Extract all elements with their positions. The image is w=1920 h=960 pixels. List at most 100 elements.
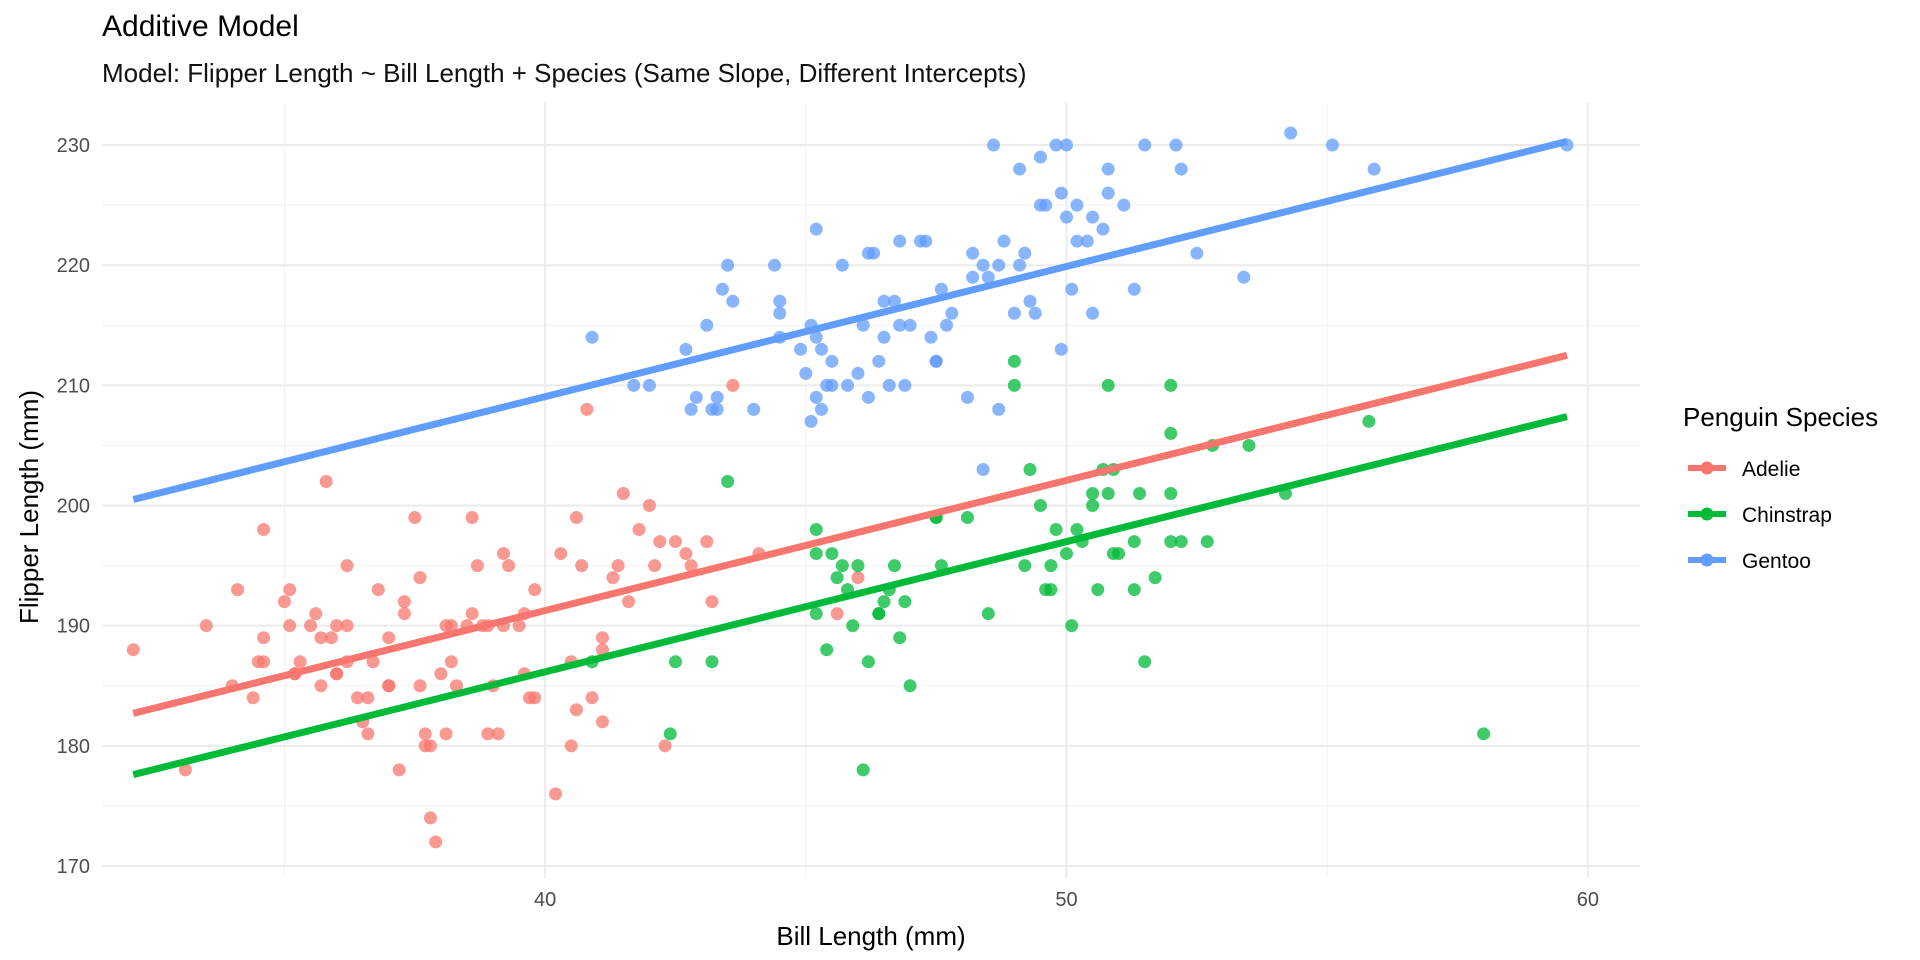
- data-point-chinstrap: [1033, 499, 1047, 513]
- data-point-gentoo: [940, 318, 954, 332]
- data-point-adelie: [596, 631, 610, 645]
- data-point-adelie: [668, 535, 682, 549]
- y-tick-label: 170: [57, 856, 90, 878]
- data-point-adelie: [257, 655, 271, 669]
- data-point-chinstrap: [1148, 571, 1162, 585]
- data-point-chinstrap: [960, 511, 974, 525]
- data-point-gentoo: [851, 366, 865, 380]
- data-point-gentoo: [934, 282, 948, 296]
- data-point-chinstrap: [1065, 619, 1079, 633]
- data-point-adelie: [512, 619, 526, 633]
- data-point-gentoo: [960, 390, 974, 404]
- data-point-chinstrap: [1164, 378, 1178, 392]
- data-point-adelie: [199, 619, 213, 633]
- data-point-chinstrap: [1091, 583, 1105, 597]
- data-point-chinstrap: [1477, 727, 1491, 741]
- fit-line-chinstrap: [132, 413, 1568, 779]
- data-point-gentoo: [768, 258, 782, 272]
- data-point-gentoo: [700, 318, 714, 332]
- data-point-adelie: [658, 739, 672, 753]
- data-point-gentoo: [976, 462, 990, 476]
- data-point-gentoo: [1013, 258, 1027, 272]
- data-point-chinstrap: [809, 547, 823, 561]
- data-point-chinstrap: [1101, 487, 1115, 501]
- data-point-adelie: [361, 727, 375, 741]
- data-point-adelie: [126, 643, 140, 657]
- data-point-gentoo: [1013, 162, 1027, 176]
- data-point-gentoo: [642, 378, 656, 392]
- data-point-adelie: [679, 547, 693, 561]
- data-point-gentoo: [1060, 138, 1074, 152]
- data-point-chinstrap: [1132, 487, 1146, 501]
- data-point-gentoo: [1325, 138, 1339, 152]
- fit-line-gentoo: [132, 138, 1568, 503]
- data-point-gentoo: [1018, 246, 1032, 260]
- data-point-gentoo: [1070, 234, 1084, 248]
- data-point-gentoo: [981, 270, 995, 284]
- data-point-chinstrap: [981, 607, 995, 621]
- data-point-gentoo: [1169, 138, 1183, 152]
- data-point-gentoo: [861, 246, 875, 260]
- data-point-chinstrap: [1044, 559, 1058, 573]
- data-point-adelie: [575, 559, 589, 573]
- data-point-gentoo: [1190, 246, 1204, 260]
- data-point-gentoo: [929, 354, 943, 368]
- data-point-gentoo: [1033, 198, 1047, 212]
- data-point-gentoo: [679, 342, 693, 356]
- data-point-adelie: [564, 739, 578, 753]
- data-point-chinstrap: [825, 547, 839, 561]
- data-point-chinstrap: [1200, 535, 1214, 549]
- data-point-gentoo: [966, 270, 980, 284]
- data-point-gentoo: [887, 294, 901, 308]
- data-point-adelie: [178, 763, 192, 777]
- data-point-adelie: [481, 727, 495, 741]
- data-point-gentoo: [1138, 138, 1152, 152]
- data-point-chinstrap: [851, 559, 865, 573]
- y-tick-label: 190: [57, 616, 90, 638]
- data-point-adelie: [361, 691, 375, 705]
- data-point-adelie: [423, 739, 437, 753]
- data-point-chinstrap: [1018, 559, 1032, 573]
- y-tick-label: 220: [57, 255, 90, 277]
- data-point-gentoo: [914, 234, 928, 248]
- data-point-adelie: [596, 715, 610, 729]
- y-tick-label: 210: [57, 375, 90, 397]
- data-point-chinstrap: [1101, 378, 1115, 392]
- data-point-chinstrap: [1060, 547, 1074, 561]
- legend-label-chinstrap: Chinstrap: [1742, 504, 1832, 527]
- data-point-chinstrap: [820, 643, 834, 657]
- data-point-adelie: [622, 595, 636, 609]
- data-point-chinstrap: [1049, 523, 1063, 537]
- data-point-gentoo: [627, 378, 641, 392]
- data-point-gentoo: [1086, 210, 1100, 224]
- data-point-adelie: [257, 523, 271, 537]
- legend-label-gentoo: Gentoo: [1742, 550, 1811, 573]
- data-point-adelie: [851, 571, 865, 585]
- data-point-adelie: [569, 703, 583, 717]
- data-point-adelie: [246, 691, 260, 705]
- data-point-chinstrap: [835, 559, 849, 573]
- data-point-gentoo: [814, 402, 828, 416]
- data-point-gentoo: [799, 366, 813, 380]
- data-point-adelie: [606, 571, 620, 585]
- data-point-gentoo: [809, 390, 823, 404]
- legend-label-adelie: Adelie: [1742, 458, 1800, 481]
- data-point-gentoo: [794, 342, 808, 356]
- data-point-adelie: [324, 631, 338, 645]
- data-point-adelie: [283, 583, 297, 597]
- data-point-adelie: [549, 787, 563, 801]
- data-point-gentoo: [1101, 186, 1115, 200]
- data-point-gentoo: [966, 246, 980, 260]
- data-point-gentoo: [726, 294, 740, 308]
- data-point-gentoo: [877, 330, 891, 344]
- data-point-chinstrap: [668, 655, 682, 669]
- data-point-adelie: [569, 511, 583, 525]
- data-point-adelie: [350, 691, 364, 705]
- data-point-adelie: [450, 679, 464, 693]
- data-point-chinstrap: [877, 595, 891, 609]
- data-point-chinstrap: [830, 571, 844, 585]
- data-point-adelie: [397, 607, 411, 621]
- data-point-gentoo: [747, 402, 761, 416]
- data-point-adelie: [596, 643, 610, 657]
